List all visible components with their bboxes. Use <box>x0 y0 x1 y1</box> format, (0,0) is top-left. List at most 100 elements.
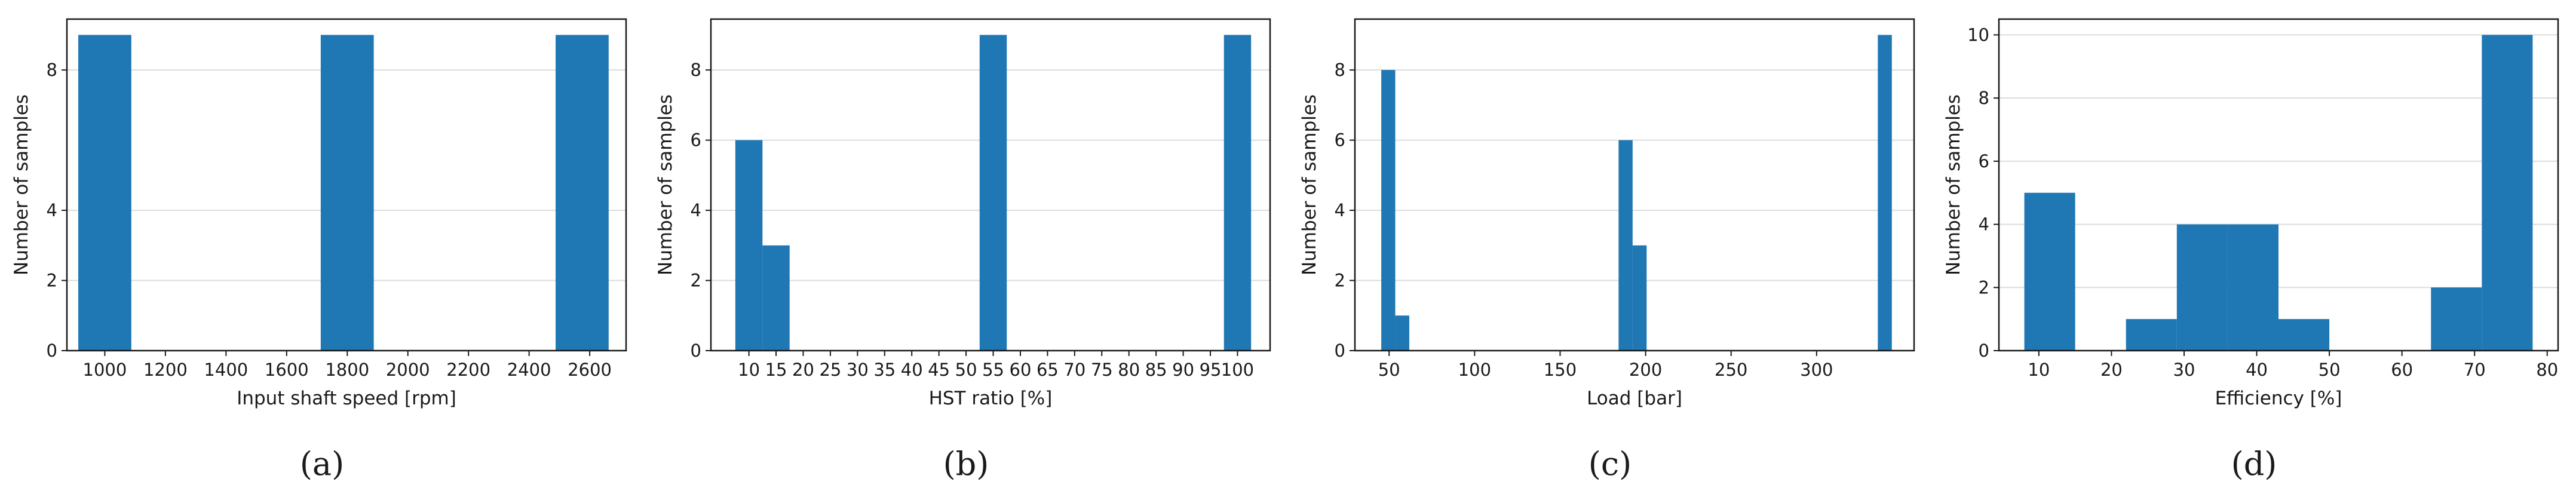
x-tick-label: 300 <box>1800 360 1833 380</box>
y-tick-label: 4 <box>1335 200 1345 220</box>
x-tick-label: 90 <box>1172 360 1194 380</box>
y-tick-label: 2 <box>691 271 701 291</box>
x-tick-label: 50 <box>1378 360 1400 380</box>
x-tick-label: 1200 <box>143 360 188 380</box>
y-axis-label: Number of samples <box>1299 94 1320 275</box>
x-tick-label: 60 <box>1010 360 1032 380</box>
y-tick-label: 0 <box>1335 340 1345 361</box>
y-tick-label: 4 <box>1979 214 1989 235</box>
x-axis-label: Load [bar] <box>1587 388 1682 409</box>
y-tick-label: 6 <box>691 130 701 151</box>
chart-panel-b: 10 15 20 25 30 35 40 45 50 55 60 65 70 75 80 85 90 95 100 0… <box>644 0 1288 494</box>
x-tick-label: 100 <box>1221 360 1254 380</box>
x-tick-label: 100 <box>1458 360 1491 380</box>
x-tick-label: 1800 <box>325 360 369 380</box>
bar <box>78 35 131 351</box>
y-tick-label: 4 <box>47 200 57 220</box>
x-tick-label: 2400 <box>507 360 551 380</box>
panel-caption: (a) <box>300 445 344 483</box>
x-tick-label: 2600 <box>568 360 612 380</box>
x-tick-label: 30 <box>2173 360 2195 380</box>
x-tick-label: 1400 <box>204 360 248 380</box>
y-tick-label: 2 <box>1979 277 1989 297</box>
bar <box>1878 35 1892 351</box>
y-tick-label: 8 <box>1979 88 1989 108</box>
bar <box>2126 319 2177 351</box>
bar <box>1223 35 1252 351</box>
chart-panel-a: 1000 1200 1400 1600 1800 2000 2200 2400 2600 0 2 4 8… <box>0 0 644 494</box>
bar <box>762 245 790 351</box>
bar <box>2431 287 2482 351</box>
x-tick-label: 80 <box>2536 360 2558 380</box>
x-tick-label: 70 <box>1063 360 1085 380</box>
y-tick-label: 2 <box>1335 271 1345 291</box>
bar <box>556 35 609 351</box>
x-tick-label: 2000 <box>386 360 430 380</box>
y-tick-label: 4 <box>691 200 701 220</box>
chart-d: 10 20 30 40 50 60 70 80 0 2 4 6 8 10 Efficiency [%] Num… <box>1943 18 2559 483</box>
plot-frame <box>1354 18 1915 352</box>
x-tick-label: 150 <box>1544 360 1577 380</box>
y-tick-label: 0 <box>1979 340 1989 361</box>
x-tick-label: 20 <box>792 360 814 380</box>
y-tick-label: 6 <box>1979 151 1989 171</box>
x-tick-label: 10 <box>738 360 760 380</box>
x-tick-label: 50 <box>2319 360 2341 380</box>
x-axis-label: HST ratio [%] <box>929 388 1053 409</box>
x-tick-label: 75 <box>1091 360 1113 380</box>
x-tick-label: 20 <box>2100 360 2123 380</box>
plot-frame <box>66 18 627 352</box>
y-axis-label: Number of samples <box>1943 94 1964 275</box>
x-tick-label: 80 <box>1118 360 1140 380</box>
y-tick-label: 8 <box>47 60 57 80</box>
bar <box>2176 224 2228 351</box>
x-tick-label: 30 <box>847 360 869 380</box>
x-axis-label: Efficiency [%] <box>2215 388 2342 409</box>
x-tick-label: 50 <box>955 360 977 380</box>
x-tick-label: 10 <box>2028 360 2050 380</box>
x-axis-label: Input shaft speed [rpm] <box>237 388 456 409</box>
x-tick-label: 40 <box>2246 360 2268 380</box>
x-tick-label: 1600 <box>265 360 309 380</box>
y-axis-label: Number of samples <box>11 94 32 275</box>
x-tick-label: 35 <box>873 360 896 380</box>
x-tick-label: 95 <box>1200 360 1222 380</box>
x-tick-label: 45 <box>928 360 950 380</box>
x-tick-label: 65 <box>1036 360 1059 380</box>
panel-caption: (c) <box>1588 445 1632 483</box>
plot-frame <box>1998 18 2559 352</box>
x-tick-label: 60 <box>2391 360 2413 380</box>
bar <box>735 140 763 351</box>
x-tick-label: 40 <box>901 360 923 380</box>
chart-panel-c: 50 100 150 200 250 300 0 2 4 6 8 Load [bar] Number o… <box>1288 0 1932 494</box>
x-tick-label: 250 <box>1715 360 1747 380</box>
y-tick-label: 2 <box>47 271 57 291</box>
x-tick-label: 55 <box>982 360 1004 380</box>
bar <box>320 35 374 351</box>
plot-frame <box>710 18 1271 352</box>
y-tick-label: 10 <box>1967 24 1989 45</box>
x-tick-label: 85 <box>1145 360 1167 380</box>
panel-caption: (d) <box>2231 445 2277 483</box>
chart-a: 1000 1200 1400 1600 1800 2000 2200 2400 2600 0 2 4 8… <box>11 18 627 483</box>
y-tick-label: 8 <box>1335 60 1345 80</box>
bar <box>2482 35 2533 351</box>
y-axis-label: Number of samples <box>655 94 676 275</box>
x-tick-label: 1000 <box>83 360 127 380</box>
panel-caption: (b) <box>943 445 989 483</box>
y-tick-label: 0 <box>691 340 701 361</box>
chart-panel-d: 10 20 30 40 50 60 70 80 0 2 4 6 8 10 Efficiency [%] Num… <box>1932 0 2576 494</box>
bar <box>1618 140 1633 351</box>
bar <box>979 35 1007 351</box>
bar <box>1632 245 1647 351</box>
chart-b: 10 15 20 25 30 35 40 45 50 55 60 65 70 75 80 85 90 95 100 0… <box>655 18 1271 483</box>
x-tick-label: 200 <box>1629 360 1662 380</box>
x-tick-label: 15 <box>765 360 787 380</box>
bar <box>2227 224 2278 351</box>
x-tick-label: 2200 <box>446 360 490 380</box>
bar <box>2278 319 2330 351</box>
chart-c: 50 100 150 200 250 300 0 2 4 6 8 Load [bar] Number o… <box>1299 18 1915 483</box>
y-tick-label: 8 <box>691 60 701 80</box>
y-tick-label: 0 <box>47 340 57 361</box>
bar <box>1381 70 1396 351</box>
